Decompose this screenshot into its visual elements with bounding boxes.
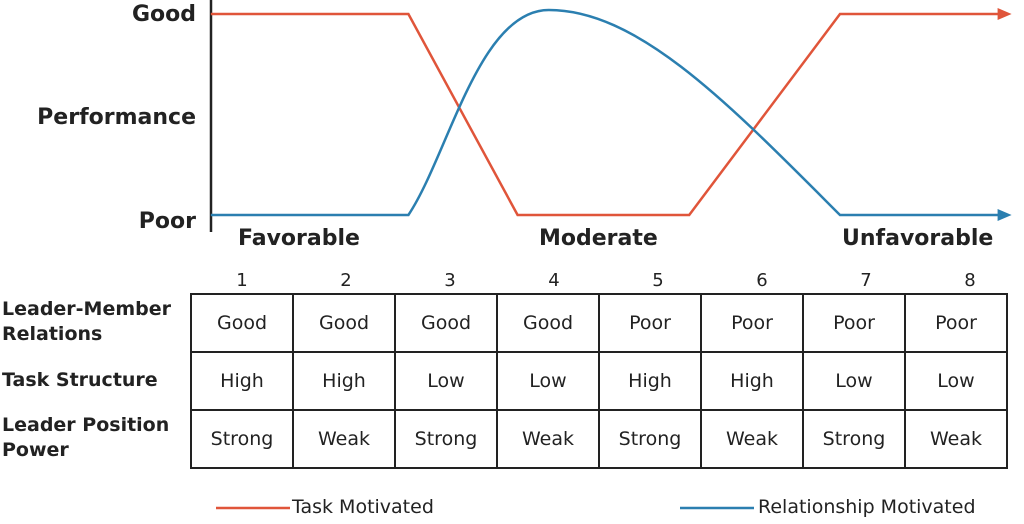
table-cell: Good bbox=[292, 293, 396, 353]
task-motivated-arrow bbox=[997, 8, 1012, 20]
situation-number: 1 bbox=[236, 270, 248, 291]
table-cell: Weak bbox=[904, 409, 1008, 469]
table-cell: Low bbox=[904, 351, 1008, 411]
table-row: High High Low Low High High Low Low bbox=[190, 351, 1008, 411]
table-cell: Poor bbox=[700, 293, 804, 353]
table-cell: Strong bbox=[394, 409, 498, 469]
table-cell: Low bbox=[394, 351, 498, 411]
x-category-moderate: Moderate bbox=[539, 226, 658, 251]
row-label-position-power: Leader Position Power bbox=[2, 414, 170, 461]
situation-table: Good Good Good Good Poor Poor Poor Poor High High… bbox=[190, 293, 1008, 469]
row-label-task-structure: Task Structure bbox=[2, 369, 158, 391]
x-category-favorable: Favorable bbox=[238, 226, 360, 251]
relationship-motivated-arrow bbox=[997, 209, 1012, 221]
y-tick-poor: Poor bbox=[138, 209, 196, 234]
table-cell: Poor bbox=[904, 293, 1008, 353]
table-cell: Weak bbox=[496, 409, 600, 469]
situation-number: 7 bbox=[860, 270, 872, 291]
table-cell: High bbox=[700, 351, 804, 411]
situation-number: 5 bbox=[652, 270, 664, 291]
legend-label-relationship: Relationship Motivated bbox=[758, 496, 976, 518]
table-cell: High bbox=[292, 351, 396, 411]
y-tick-good: Good bbox=[131, 2, 196, 27]
task-motivated-line bbox=[210, 12, 1002, 217]
situation-number: 3 bbox=[444, 270, 456, 291]
table-cell: Strong bbox=[598, 409, 702, 469]
table-cell: Good bbox=[394, 293, 498, 353]
performance-chart bbox=[209, 0, 1012, 232]
relationship-motivated-line bbox=[210, 8, 1002, 217]
table-cell: Low bbox=[496, 351, 600, 411]
situation-number: 2 bbox=[340, 270, 352, 291]
situation-number: 8 bbox=[964, 270, 976, 291]
table-cell: Strong bbox=[802, 409, 906, 469]
situation-number: 6 bbox=[756, 270, 768, 291]
table-cell: Weak bbox=[292, 409, 396, 469]
situation-number: 4 bbox=[548, 270, 560, 291]
table-cell: Good bbox=[496, 293, 600, 353]
table-cell: Weak bbox=[700, 409, 804, 469]
legend bbox=[216, 506, 754, 510]
table-cell: High bbox=[190, 351, 294, 411]
row-label-leader-member: Leader-Member Relations bbox=[2, 298, 172, 345]
table-cell: High bbox=[598, 351, 702, 411]
table-cell: Good bbox=[190, 293, 294, 353]
table-row: Good Good Good Good Poor Poor Poor Poor bbox=[190, 293, 1008, 353]
table-row: Strong Weak Strong Weak Strong Weak Strong Weak bbox=[190, 409, 1008, 469]
legend-label-task: Task Motivated bbox=[292, 496, 434, 518]
x-category-unfavorable: Unfavorable bbox=[842, 226, 994, 251]
table-cell: Poor bbox=[802, 293, 906, 353]
table-cell: Poor bbox=[598, 293, 702, 353]
table-cell: Low bbox=[802, 351, 906, 411]
table-cell: Strong bbox=[190, 409, 294, 469]
y-axis-label: Performance bbox=[37, 105, 196, 130]
